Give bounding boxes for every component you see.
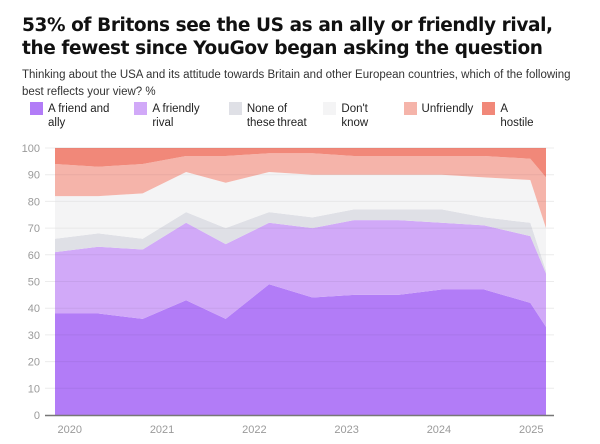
legend-swatch (134, 102, 148, 115)
legend-swatch (403, 102, 417, 115)
legend-item-dont-know[interactable]: Don't know (323, 102, 394, 130)
legend-item-none-of-these[interactable]: None of these (228, 102, 315, 130)
legend-label: A friendly rival (152, 103, 200, 129)
area-a-friendly-rival (55, 220, 546, 327)
y-tick-label: 70 (28, 223, 40, 235)
legend-label: Unfriendly (421, 103, 474, 115)
y-tick-label: 20 (28, 357, 40, 369)
x-tick-label: 2022 (242, 424, 266, 436)
legend-item-hostile-threat[interactable]: A hostile (482, 102, 541, 130)
legend-swatch (482, 102, 496, 115)
chart-title: 53% of Britons see the US as an ally or … (22, 15, 553, 59)
area-don-t-know (55, 172, 546, 271)
area-unfriendly (55, 153, 546, 229)
y-tick-label: 100 (22, 143, 40, 155)
legend-swatch (323, 102, 337, 115)
x-tick-label: 2024 (427, 424, 451, 436)
area-a-hostile-threat (55, 148, 546, 178)
y-tick-label: 30 (28, 330, 40, 342)
gridlines-overlay (55, 147, 546, 389)
x-tick-label: 2025 (519, 424, 543, 436)
y-tick-label: 60 (28, 250, 40, 262)
legend-item-friendly-rival[interactable]: A friendly rival (134, 102, 220, 130)
legend-swatch (228, 102, 242, 115)
chart-subtitle: Thinking about the USA and its attitude … (22, 69, 571, 98)
y-axis: 0 10 20 30 40 50 60 70 80 90 100 (22, 143, 40, 422)
legend-label-continuation: threat (277, 117, 307, 129)
legend-label: None of these (246, 103, 288, 129)
legend-swatch (30, 102, 43, 115)
y-tick-label: 50 (28, 277, 40, 289)
legend-label: Don't know (341, 103, 369, 129)
legend-item-friend-and-ally[interactable]: A friend and ally (30, 102, 125, 130)
area-a-friend-and-ally (55, 284, 546, 415)
x-tick-label: 2020 (58, 424, 82, 436)
y-tick-label: 0 (34, 410, 40, 422)
y-tick-label: 80 (28, 196, 40, 208)
x-tick-label: 2021 (150, 424, 174, 436)
y-tick-label: 90 (28, 170, 40, 182)
area-none-of-these (55, 209, 546, 274)
x-tick-label: 2023 (334, 424, 358, 436)
y-tick-label: 40 (28, 303, 40, 315)
legend-label: A friend and ally (48, 103, 110, 129)
legend-label: A hostile (500, 103, 534, 129)
area-layers (55, 148, 546, 415)
x-axis: 2020 2021 2022 2023 2024 2025 (45, 414, 554, 436)
legend: A friend and ally A friendly rival None … (30, 102, 550, 130)
legend-item-unfriendly[interactable]: Unfriendly (403, 102, 474, 130)
y-tick-label: 10 (28, 383, 40, 395)
